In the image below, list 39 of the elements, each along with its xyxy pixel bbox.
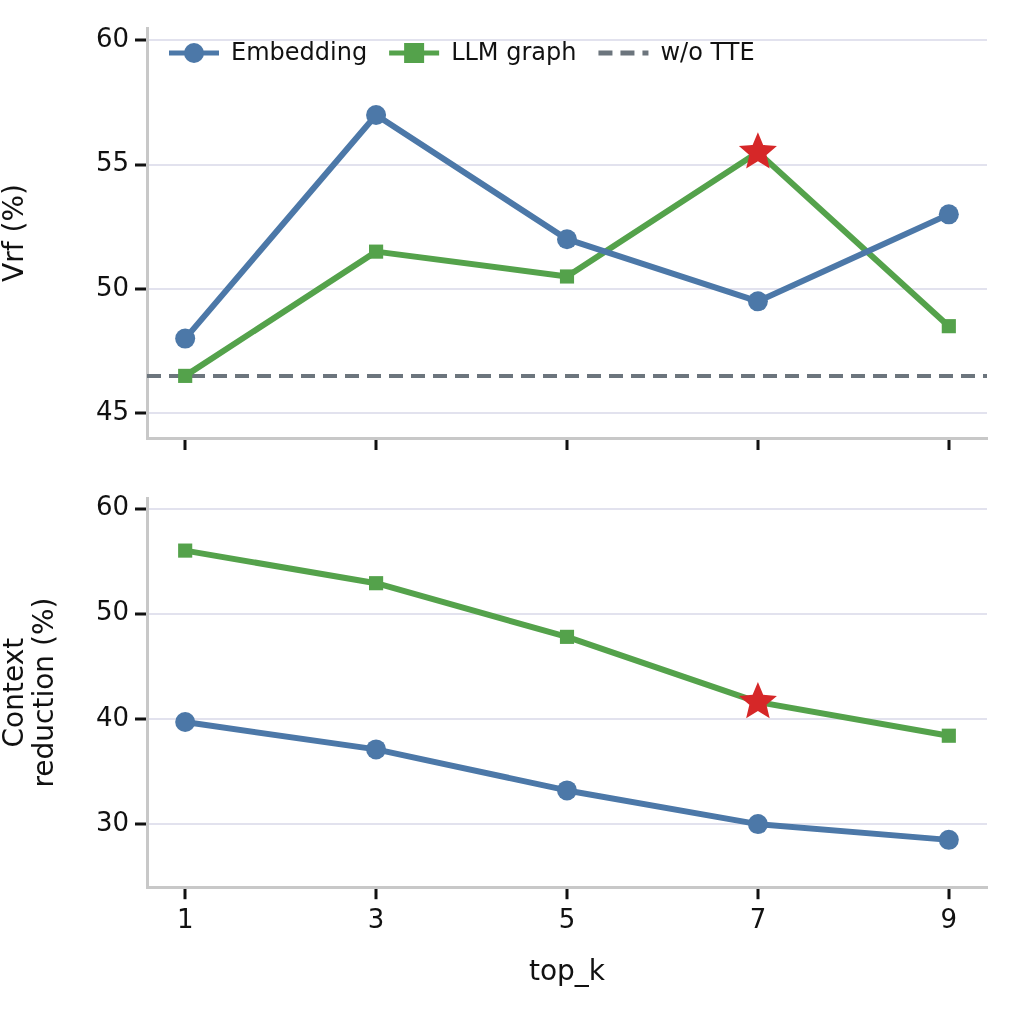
legend-label: w/o TTE xyxy=(660,38,755,67)
x-tick-label: 3 xyxy=(367,903,385,934)
y-tick-label: 50 xyxy=(95,271,129,302)
point xyxy=(178,543,193,558)
point xyxy=(941,728,956,743)
point xyxy=(178,368,193,383)
legend-label: LLM graph xyxy=(451,38,577,67)
point xyxy=(366,104,387,125)
point xyxy=(559,269,575,284)
point xyxy=(747,291,768,312)
point xyxy=(369,576,384,591)
point xyxy=(366,739,387,760)
point xyxy=(175,712,196,733)
point xyxy=(738,132,777,169)
y-axis-title: Vrf (%) xyxy=(0,184,30,282)
point xyxy=(938,829,959,850)
point xyxy=(738,682,777,719)
x-tick-label: 1 xyxy=(176,903,194,934)
point xyxy=(557,229,577,250)
y-tick-label: 40 xyxy=(95,701,129,732)
point xyxy=(941,319,956,334)
y-tick-label: 50 xyxy=(95,596,129,627)
legend-label: Embedding xyxy=(231,38,368,67)
point xyxy=(175,328,196,349)
point xyxy=(747,814,768,835)
point xyxy=(559,629,575,644)
y-tick-label: 60 xyxy=(95,23,129,54)
y-tick-label: 30 xyxy=(95,806,129,837)
x-tick-label: 9 xyxy=(940,903,958,934)
y-tick-label: 60 xyxy=(95,491,129,522)
x-tick-label: 5 xyxy=(558,903,576,934)
x-tick-label: 7 xyxy=(749,903,767,934)
point xyxy=(369,244,384,259)
y-tick-label: 55 xyxy=(95,147,129,178)
y-tick-label: 45 xyxy=(95,395,129,426)
point xyxy=(557,780,577,801)
y-axis-title: Context reduction (%) xyxy=(0,597,61,788)
point xyxy=(938,204,959,225)
x-axis-title: top_k xyxy=(528,954,606,988)
